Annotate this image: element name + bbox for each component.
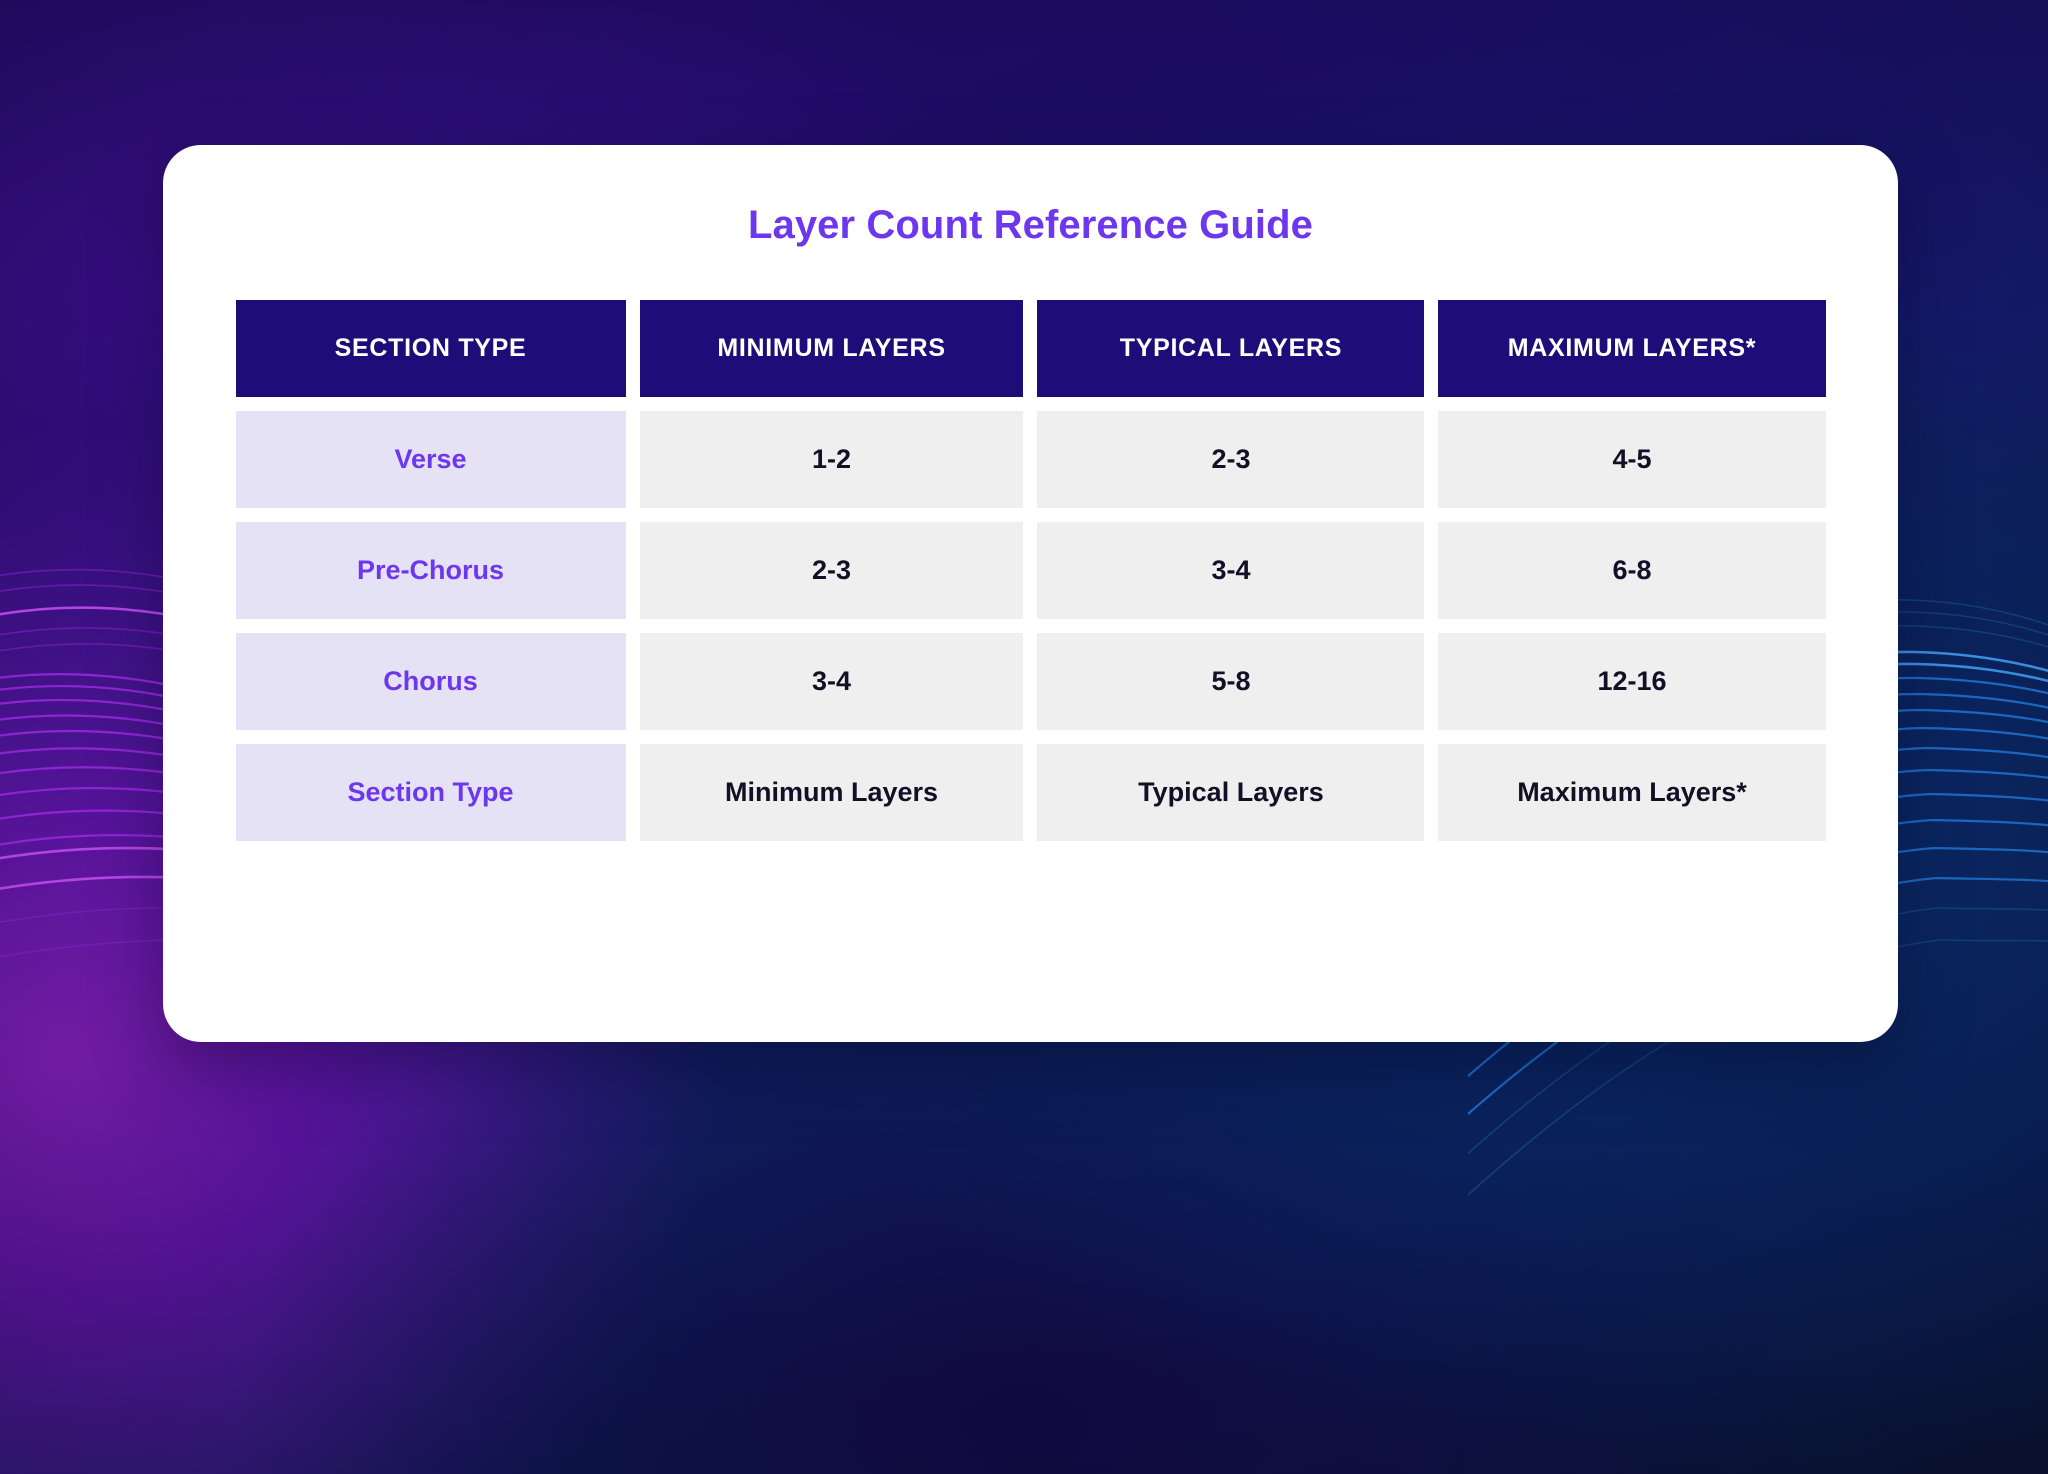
cell-typical-layers: 2-3 [1037,411,1425,508]
column-header-section-type: SECTION TYPE [235,300,626,397]
cell-minimum-layers: Minimum Layers [639,744,1024,841]
cell-minimum-layers: 3-4 [639,633,1024,730]
row-label: Pre-Chorus [235,522,626,619]
cell-minimum-layers: 2-3 [639,522,1024,619]
column-header-minimum-layers: MINIMUM LAYERS [639,300,1024,397]
table-header: SECTION TYPE MINIMUM LAYERS TYPICAL LAYE… [235,300,1826,397]
table-row: Section Type Minimum Layers Typical Laye… [235,744,1826,841]
column-header-maximum-layers: MAXIMUM LAYERS* [1438,300,1826,397]
table-body: Verse 1-2 2-3 4-5 Pre-Chorus 2-3 3-4 6-8… [235,411,1826,841]
cell-maximum-layers: 6-8 [1438,522,1826,619]
row-label: Chorus [235,633,626,730]
cell-typical-layers: 3-4 [1037,522,1425,619]
table-row: Pre-Chorus 2-3 3-4 6-8 [235,522,1826,619]
table-header-row: SECTION TYPE MINIMUM LAYERS TYPICAL LAYE… [235,300,1826,397]
column-header-typical-layers: TYPICAL LAYERS [1037,300,1425,397]
cell-maximum-layers: 4-5 [1438,411,1826,508]
table-row: Verse 1-2 2-3 4-5 [235,411,1826,508]
page-title: Layer Count Reference Guide [747,203,1314,247]
cell-maximum-layers: Maximum Layers* [1438,744,1826,841]
cell-minimum-layers: 1-2 [639,411,1024,508]
layer-count-table: SECTION TYPE MINIMUM LAYERS TYPICAL LAYE… [222,286,1840,855]
table-row: Chorus 3-4 5-8 12-16 [235,633,1826,730]
reference-guide-card: Layer Count Reference Guide SECTION TYPE… [163,145,1898,1042]
cell-typical-layers: 5-8 [1037,633,1425,730]
cell-typical-layers: Typical Layers [1037,744,1425,841]
row-label: Section Type [235,744,626,841]
row-label: Verse [235,411,626,508]
cell-maximum-layers: 12-16 [1438,633,1826,730]
